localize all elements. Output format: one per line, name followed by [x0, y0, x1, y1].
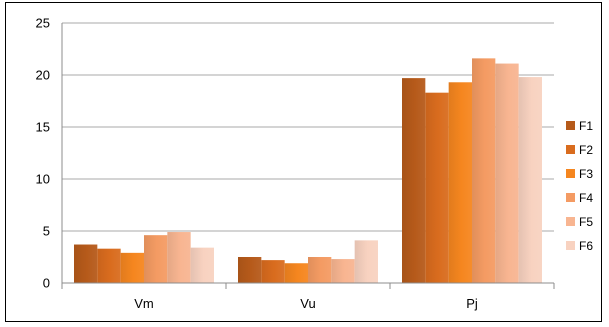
- axes: [61, 23, 555, 289]
- bar-F6-Vu: [354, 240, 378, 283]
- bar-F5-Pj: [495, 63, 519, 284]
- legend-label-F4: F4: [579, 191, 593, 205]
- x-tick-label: Vu: [300, 296, 315, 311]
- bars: [74, 58, 542, 284]
- bar-F3-Vm: [120, 252, 144, 283]
- legend-label-F5: F5: [579, 215, 593, 229]
- bar-F1-Pj: [402, 78, 426, 284]
- bar-chart: 0 5 10 15 20 25 Vm Vu Pj F1 F2 F3 F4 F5 F6: [36, 16, 594, 312]
- legend-swatch-F2: [566, 145, 575, 154]
- bar-F1-Vu: [238, 257, 262, 283]
- legend-label-F2: F2: [579, 143, 593, 157]
- bar-F4-Vm: [144, 235, 168, 283]
- legend-swatch-F5: [566, 217, 575, 226]
- y-tick-label: 5: [43, 224, 50, 239]
- legend-label-F3: F3: [579, 167, 593, 181]
- legend-label-F6: F6: [579, 239, 593, 253]
- bar-F2-Vu: [261, 260, 285, 283]
- bar-F1-Vm: [74, 244, 98, 283]
- bar-F2-Pj: [425, 92, 449, 284]
- bar-F5-Vm: [167, 232, 191, 283]
- x-tick-label: Vm: [134, 296, 154, 311]
- y-tick-label: 25: [36, 16, 50, 31]
- bar-F2-Vm: [97, 248, 121, 283]
- legend-swatch-F6: [566, 241, 575, 250]
- bar-F5-Vu: [331, 259, 355, 283]
- legend-swatch-F4: [566, 193, 575, 202]
- y-tick-label: 15: [36, 120, 50, 135]
- legend-swatch-F3: [566, 169, 575, 178]
- legend: F1 F2 F3 F4 F5 F6: [566, 119, 593, 253]
- x-axis-tick-labels: Vm Vu Pj: [134, 296, 478, 311]
- bar-F4-Pj: [472, 58, 496, 283]
- y-axis-tick-labels: 0 5 10 15 20 25: [36, 16, 50, 291]
- bar-F6-Pj: [518, 77, 542, 283]
- y-tick-label: 10: [36, 172, 50, 187]
- legend-swatch-F1: [566, 121, 575, 130]
- bar-F6-Vm: [190, 247, 214, 283]
- y-tick-label: 0: [43, 276, 50, 291]
- legend-label-F1: F1: [579, 119, 593, 133]
- x-tick-label: Pj: [466, 296, 478, 311]
- bar-F3-Pj: [448, 82, 472, 283]
- y-tick-label: 20: [36, 68, 50, 83]
- bar-F3-Vu: [284, 263, 308, 283]
- chart-frame: 0 5 10 15 20 25 Vm Vu Pj F1 F2 F3 F4 F5 F6: [5, 2, 602, 322]
- bar-F4-Vu: [308, 257, 332, 283]
